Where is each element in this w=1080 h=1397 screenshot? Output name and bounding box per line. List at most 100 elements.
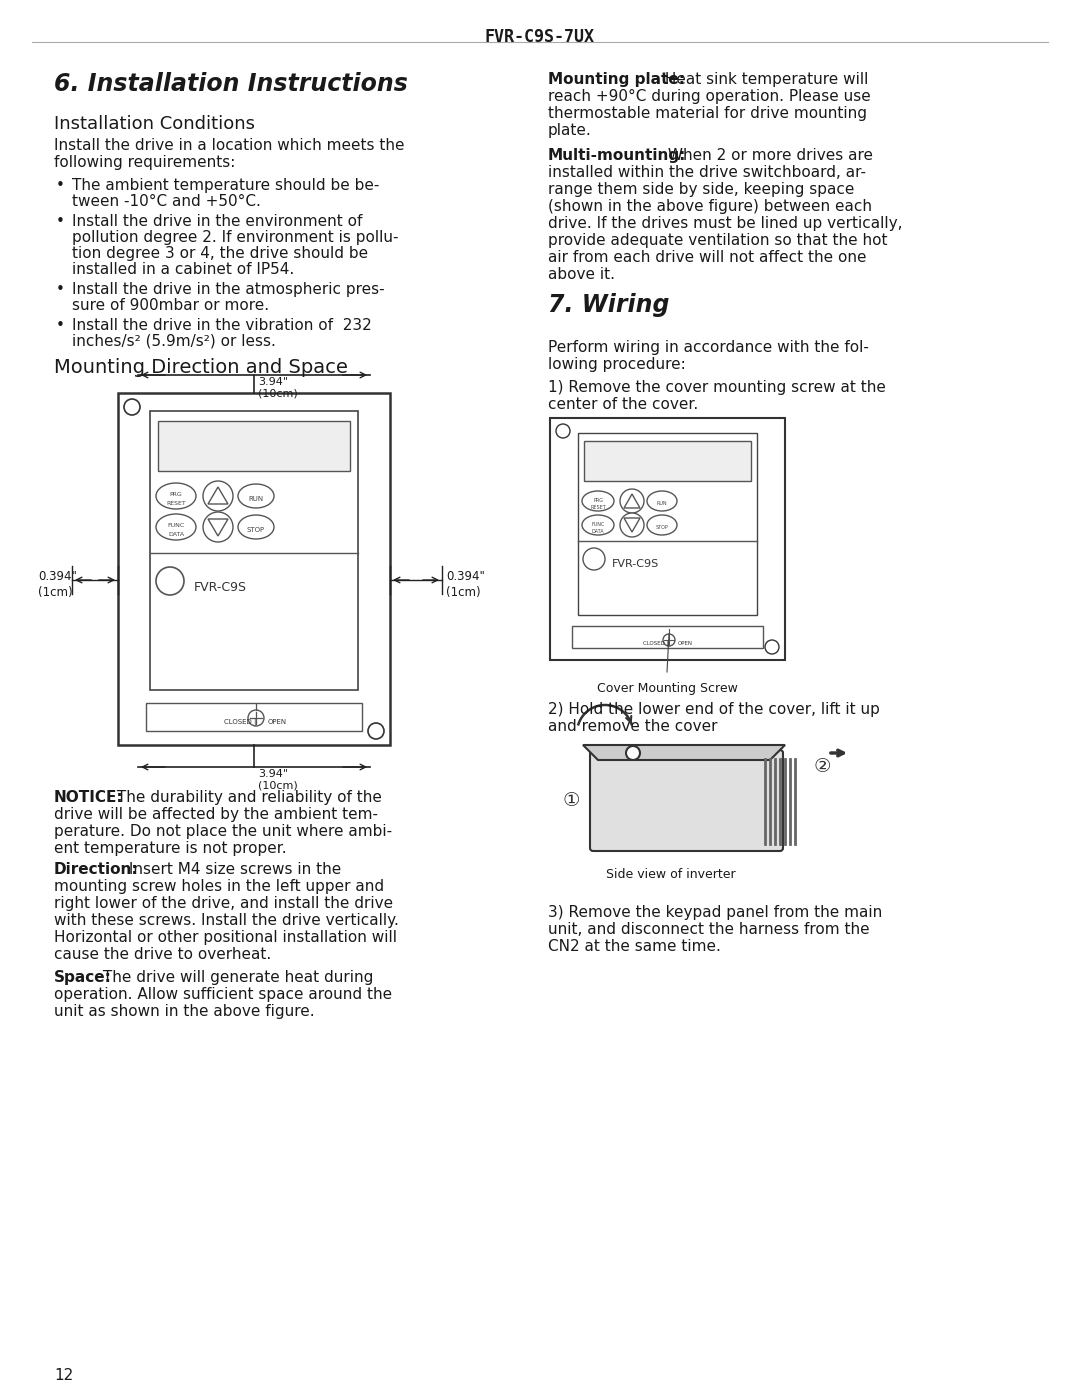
Circle shape xyxy=(765,640,779,654)
Text: 0.394": 0.394" xyxy=(38,570,77,583)
Ellipse shape xyxy=(238,515,274,539)
Polygon shape xyxy=(624,495,640,509)
Bar xyxy=(578,433,757,615)
Ellipse shape xyxy=(582,490,615,511)
Text: plate.: plate. xyxy=(548,123,592,138)
Text: 3.94": 3.94" xyxy=(258,377,288,387)
Text: sure of 900mbar or more.: sure of 900mbar or more. xyxy=(72,298,269,313)
Bar xyxy=(158,420,350,471)
Polygon shape xyxy=(208,520,228,536)
Text: ent temperature is not proper.: ent temperature is not proper. xyxy=(54,841,286,856)
Text: •: • xyxy=(56,177,65,193)
Circle shape xyxy=(620,513,644,536)
Text: ①: ① xyxy=(563,791,580,810)
Text: drive will be affected by the ambient tem-: drive will be affected by the ambient te… xyxy=(54,807,378,821)
Bar xyxy=(572,626,762,648)
Text: Perform wiring in accordance with the fol-: Perform wiring in accordance with the fo… xyxy=(548,339,869,355)
Text: DATA: DATA xyxy=(592,529,605,534)
Text: Cover Mounting Screw: Cover Mounting Screw xyxy=(596,682,738,694)
Ellipse shape xyxy=(156,514,195,541)
Circle shape xyxy=(124,400,140,415)
Text: tion degree 3 or 4, the drive should be: tion degree 3 or 4, the drive should be xyxy=(72,246,368,261)
Text: Insert M4 size screws in the: Insert M4 size screws in the xyxy=(124,862,341,877)
Text: The drive will generate heat during: The drive will generate heat during xyxy=(98,970,374,985)
Text: Install the drive in the environment of: Install the drive in the environment of xyxy=(72,214,363,229)
Text: drive. If the drives must be lined up vertically,: drive. If the drives must be lined up ve… xyxy=(548,217,903,231)
Text: Space:: Space: xyxy=(54,970,112,985)
Text: installed in a cabinet of IP54.: installed in a cabinet of IP54. xyxy=(72,263,294,277)
Text: right lower of the drive, and install the drive: right lower of the drive, and install th… xyxy=(54,895,393,911)
Text: mounting screw holes in the left upper and: mounting screw holes in the left upper a… xyxy=(54,879,384,894)
Circle shape xyxy=(248,710,264,726)
Text: •: • xyxy=(56,282,65,298)
Circle shape xyxy=(620,489,644,513)
Text: perature. Do not place the unit where ambi-: perature. Do not place the unit where am… xyxy=(54,824,392,840)
Text: Heat sink temperature will: Heat sink temperature will xyxy=(660,73,868,87)
Text: CLOSED |: CLOSED | xyxy=(643,641,669,647)
Text: (10cm): (10cm) xyxy=(258,388,298,400)
Text: installed within the drive switchboard, ar-: installed within the drive switchboard, … xyxy=(548,165,866,180)
Text: Mounting plate:: Mounting plate: xyxy=(548,73,685,87)
Text: •: • xyxy=(56,319,65,332)
Text: ②: ② xyxy=(813,757,831,775)
Text: RESET: RESET xyxy=(166,502,186,506)
Text: 2) Hold the lower end of the cover, lift it up: 2) Hold the lower end of the cover, lift… xyxy=(548,703,880,717)
Text: FVR-C9S: FVR-C9S xyxy=(612,559,659,569)
Text: (1cm): (1cm) xyxy=(38,585,72,599)
Text: OPEN: OPEN xyxy=(678,641,693,645)
Text: lowing procedure:: lowing procedure: xyxy=(548,358,686,372)
Text: with these screws. Install the drive vertically.: with these screws. Install the drive ver… xyxy=(54,914,399,928)
Text: Install the drive in a location which meets the: Install the drive in a location which me… xyxy=(54,138,405,154)
Text: RUN: RUN xyxy=(657,502,667,506)
Text: FUNC: FUNC xyxy=(167,522,185,528)
Text: tween -10°C and +50°C.: tween -10°C and +50°C. xyxy=(72,194,261,210)
Text: provide adequate ventilation so that the hot: provide adequate ventilation so that the… xyxy=(548,233,888,249)
Text: RUN: RUN xyxy=(248,496,264,502)
Circle shape xyxy=(156,567,184,595)
Text: FVR-C9S-7UX: FVR-C9S-7UX xyxy=(485,28,595,46)
Circle shape xyxy=(203,511,233,542)
Polygon shape xyxy=(624,518,640,532)
Text: Direction:: Direction: xyxy=(54,862,138,877)
Ellipse shape xyxy=(582,515,615,535)
Text: following requirements:: following requirements: xyxy=(54,155,235,170)
Circle shape xyxy=(368,724,384,739)
Text: air from each drive will not affect the one: air from each drive will not affect the … xyxy=(548,250,866,265)
Bar xyxy=(118,393,390,745)
Ellipse shape xyxy=(647,515,677,535)
Bar xyxy=(584,441,751,481)
Text: Side view of inverter: Side view of inverter xyxy=(606,868,735,882)
Text: The ambient temperature should be be-: The ambient temperature should be be- xyxy=(72,177,379,193)
Text: (10cm): (10cm) xyxy=(258,781,298,791)
Text: Install the drive in the atmospheric pres-: Install the drive in the atmospheric pre… xyxy=(72,282,384,298)
Text: When 2 or more drives are: When 2 or more drives are xyxy=(663,148,873,163)
Text: The durability and reliability of the: The durability and reliability of the xyxy=(112,789,382,805)
Ellipse shape xyxy=(156,483,195,509)
Text: range them side by side, keeping space: range them side by side, keeping space xyxy=(548,182,854,197)
Text: NOTICE:: NOTICE: xyxy=(54,789,123,805)
Text: Install the drive in the vibration of  232: Install the drive in the vibration of 23… xyxy=(72,319,372,332)
Text: reach +90°C during operation. Please use: reach +90°C during operation. Please use xyxy=(548,89,870,103)
Circle shape xyxy=(556,425,570,439)
Bar xyxy=(550,418,785,659)
Text: 6. Installation Instructions: 6. Installation Instructions xyxy=(54,73,408,96)
Text: OPEN: OPEN xyxy=(268,719,287,725)
FancyBboxPatch shape xyxy=(590,750,783,851)
Text: 12: 12 xyxy=(54,1368,73,1383)
Text: Horizontal or other positional installation will: Horizontal or other positional installat… xyxy=(54,930,397,944)
Text: CLOSED |: CLOSED | xyxy=(224,719,256,726)
Text: thermostable material for drive mounting: thermostable material for drive mounting xyxy=(548,106,867,122)
Text: PRG: PRG xyxy=(593,497,603,503)
Text: DATA: DATA xyxy=(167,532,184,536)
Circle shape xyxy=(663,634,675,645)
Text: cause the drive to overheat.: cause the drive to overheat. xyxy=(54,947,271,963)
Text: operation. Allow sufficient space around the: operation. Allow sufficient space around… xyxy=(54,988,392,1002)
Text: 3.94": 3.94" xyxy=(258,768,288,780)
Text: unit as shown in the above figure.: unit as shown in the above figure. xyxy=(54,1004,314,1018)
Text: pollution degree 2. If environment is pollu-: pollution degree 2. If environment is po… xyxy=(72,231,399,244)
Circle shape xyxy=(583,548,605,570)
Text: above it.: above it. xyxy=(548,267,615,282)
Ellipse shape xyxy=(238,483,274,509)
Text: RESET: RESET xyxy=(590,504,606,510)
Text: unit, and disconnect the harness from the: unit, and disconnect the harness from th… xyxy=(548,922,869,937)
